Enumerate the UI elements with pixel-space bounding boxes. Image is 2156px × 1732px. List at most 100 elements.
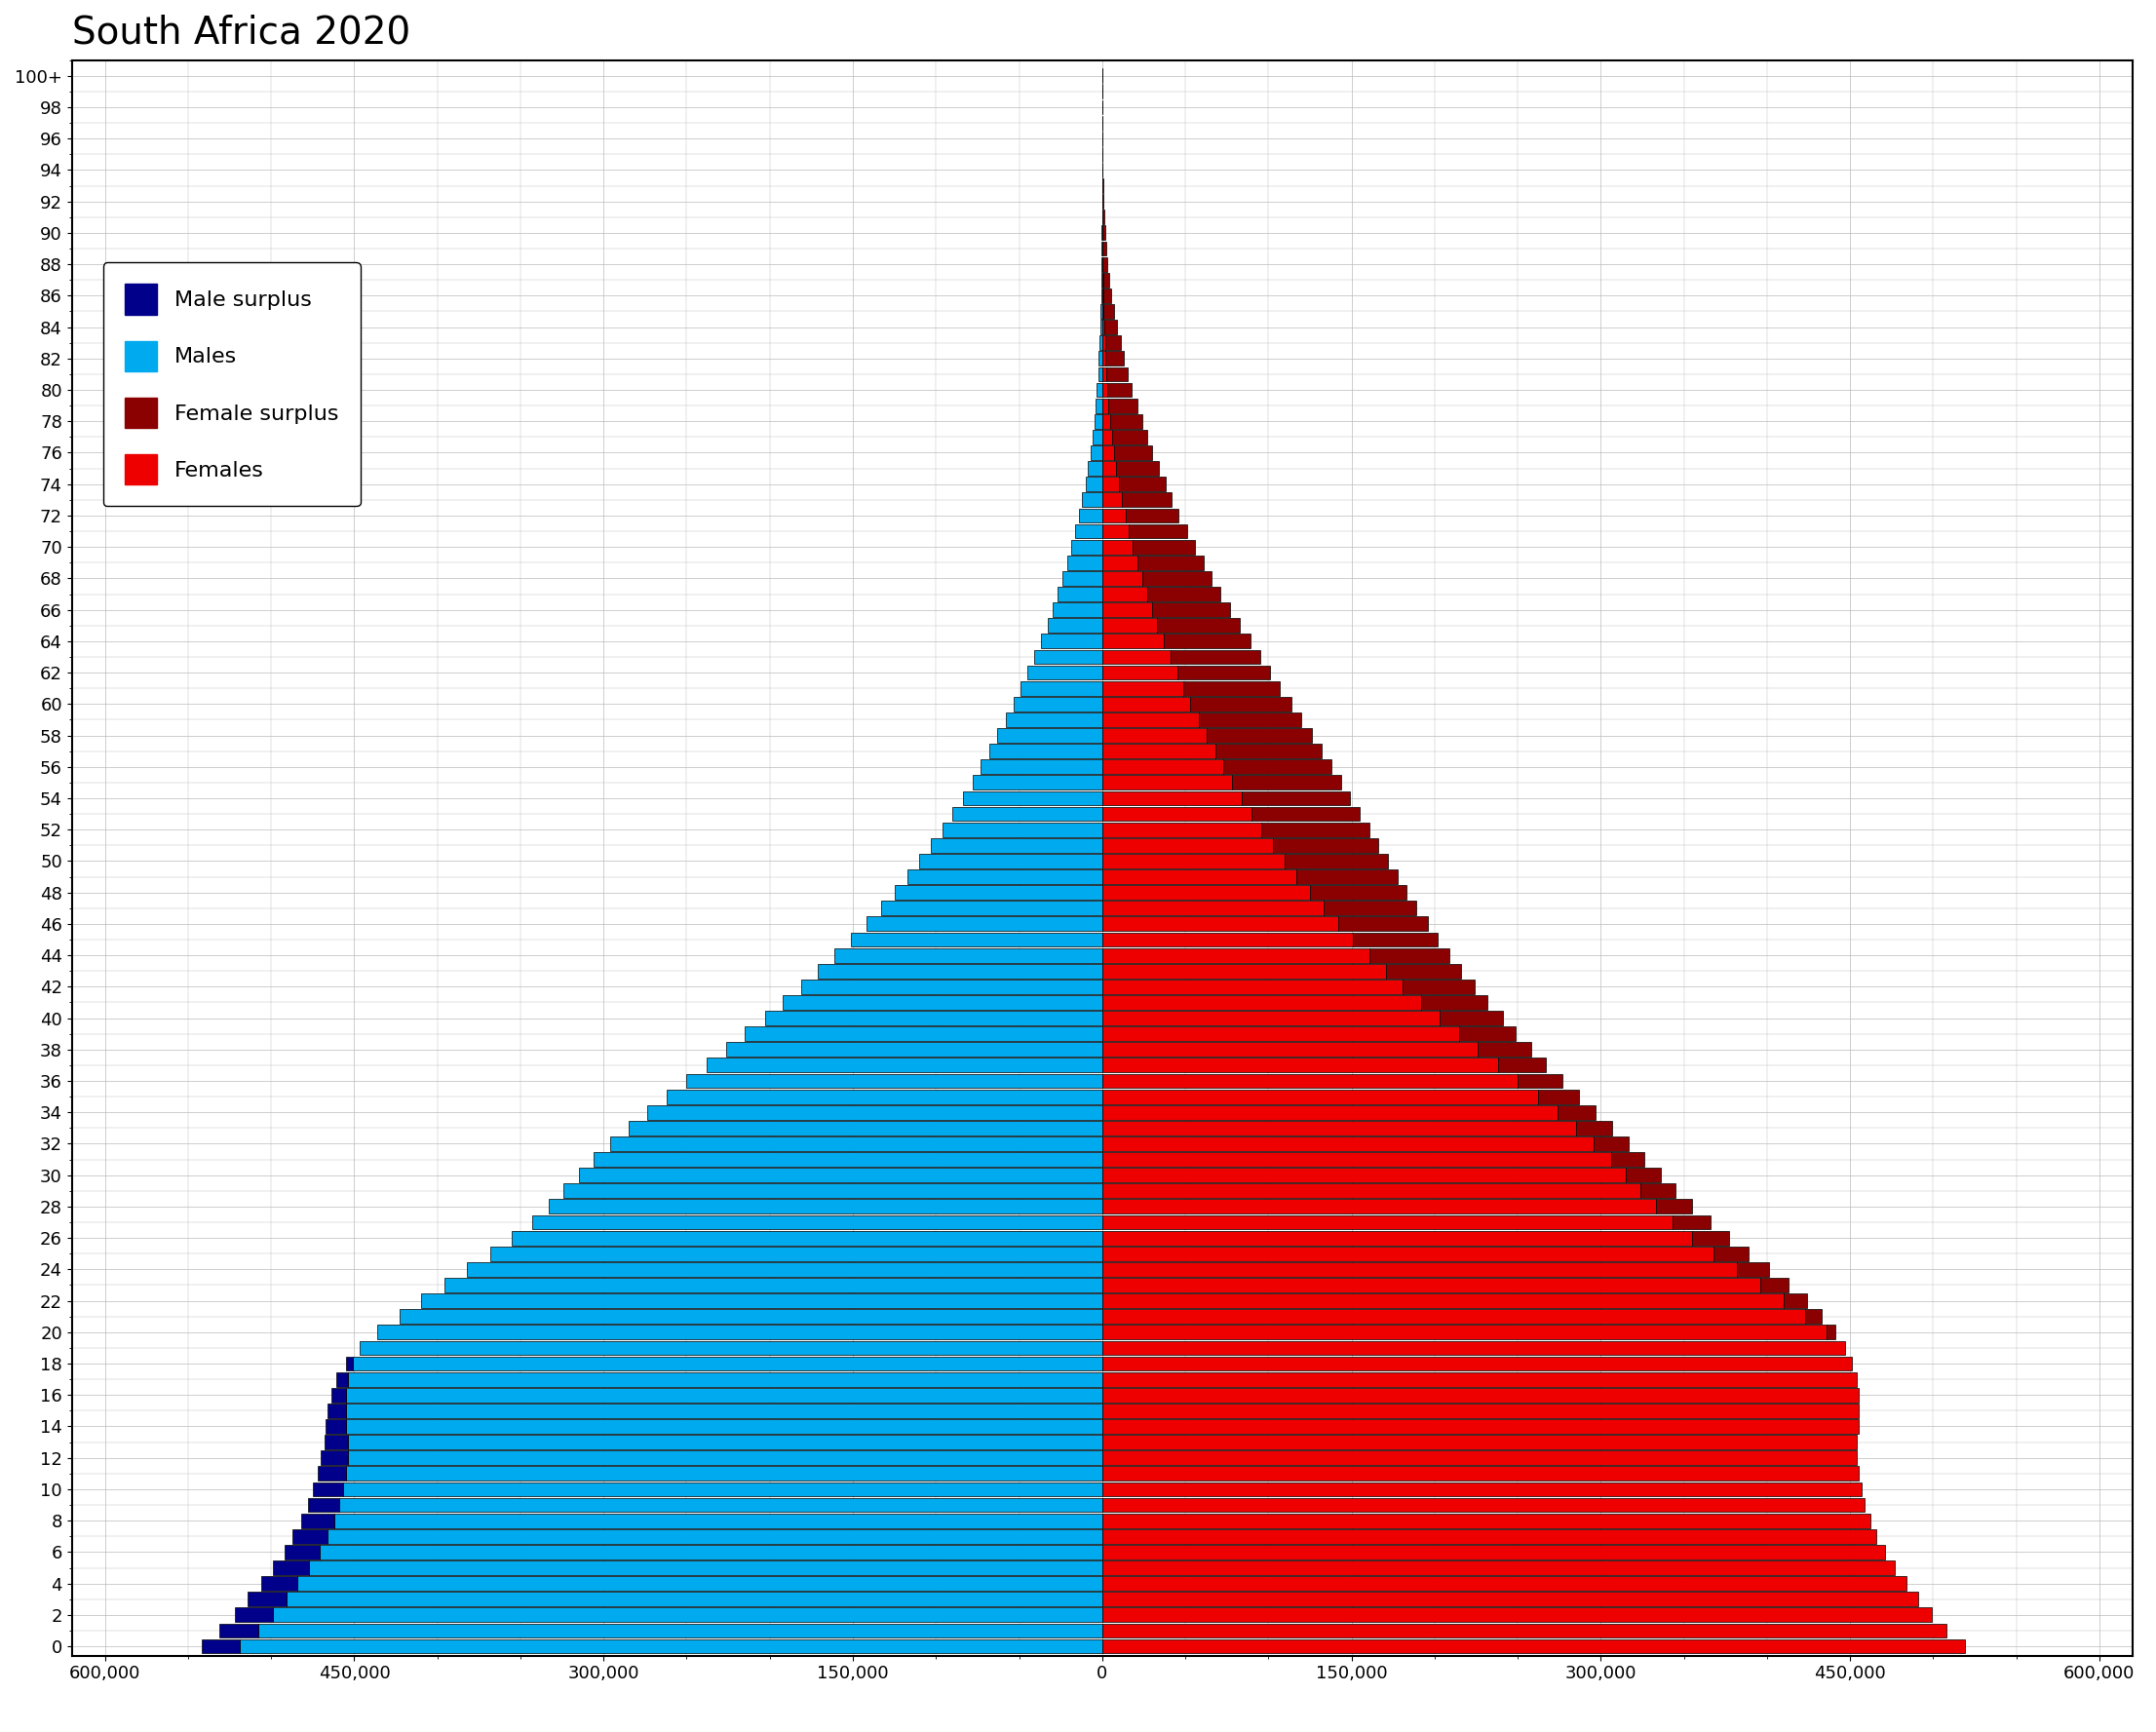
Bar [1102,1167,1626,1183]
Bar [1102,445,1115,461]
Bar [1404,980,1475,994]
Bar [1102,1434,1856,1450]
Bar [1102,1011,1440,1025]
Bar [347,1451,1102,1465]
Bar [563,1183,1102,1199]
Bar [492,1247,1102,1261]
Bar [942,823,1102,837]
Bar [1106,367,1128,381]
Bar [744,1027,1102,1041]
Bar [248,1592,287,1606]
Bar [1102,225,1104,241]
Bar [1354,932,1438,947]
Bar [323,1434,347,1450]
Bar [354,1356,1102,1370]
Bar [1104,320,1117,334]
Bar [852,932,1102,947]
Bar [1102,336,1104,350]
Bar [1826,1325,1835,1339]
Bar [1102,1372,1856,1387]
Bar [1641,1183,1675,1199]
Bar [1102,1341,1846,1354]
Bar [867,916,1102,932]
Bar [1063,572,1102,585]
Bar [882,901,1102,916]
Bar [1117,461,1158,476]
Bar [1102,885,1311,899]
Bar [1102,1027,1460,1041]
Bar [1102,1387,1858,1403]
Bar [953,807,1102,821]
Bar [1110,414,1143,428]
Bar [302,1514,334,1528]
Bar [1072,540,1102,554]
Text: South Africa 2020: South Africa 2020 [71,14,410,52]
Bar [328,1529,1102,1543]
Bar [1626,1167,1660,1183]
Bar [1102,1183,1641,1199]
Bar [468,1263,1102,1276]
Bar [1076,525,1102,539]
Bar [593,1152,1102,1167]
Bar [1102,556,1136,570]
Bar [533,1216,1102,1230]
Bar [1102,476,1119,492]
Bar [444,1278,1102,1292]
Bar [1102,901,1324,916]
Bar [347,1372,1102,1387]
Bar [1102,1216,1673,1230]
Bar [1102,1152,1611,1167]
Bar [1102,1592,1919,1606]
Bar [686,1074,1102,1088]
Bar [1611,1152,1645,1167]
Bar [308,1498,338,1512]
Bar [1102,1638,1964,1654]
Bar [1440,1011,1503,1025]
Bar [1078,507,1102,523]
Bar [1104,336,1121,350]
Bar [328,1403,345,1419]
Bar [1285,854,1388,868]
Bar [1783,1294,1807,1308]
Bar [1102,1121,1576,1134]
Bar [981,760,1102,774]
Bar [1102,1231,1692,1245]
Bar [610,1136,1102,1152]
Bar [1102,932,1354,947]
Bar [1498,1058,1546,1072]
Bar [1102,838,1274,852]
Bar [1158,618,1240,632]
Bar [1104,256,1108,272]
Bar [1102,1483,1861,1496]
Bar [274,1607,1102,1623]
Bar [578,1167,1102,1183]
Bar [313,1483,343,1496]
Bar [1089,461,1102,476]
Bar [1102,1623,1947,1638]
Bar [1104,289,1112,303]
Bar [274,1561,310,1574]
Bar [1108,398,1136,412]
Bar [1102,430,1112,443]
Bar [317,1467,345,1481]
Bar [1102,1058,1498,1072]
Bar [1097,367,1102,381]
Bar [1102,352,1106,365]
Bar [326,1419,345,1434]
Bar [1460,1027,1516,1041]
Bar [1102,792,1242,805]
Bar [345,1419,1102,1434]
Bar [1121,492,1173,507]
Bar [360,1341,1102,1354]
Bar [1231,776,1341,790]
Bar [1132,540,1194,554]
Bar [1115,445,1151,461]
Bar [1102,963,1386,979]
Bar [1102,1136,1593,1152]
Bar [1102,1294,1783,1308]
Bar [1104,272,1110,288]
Bar [908,869,1102,883]
Bar [321,1451,347,1465]
Bar [1102,383,1108,397]
Bar [1102,618,1158,632]
